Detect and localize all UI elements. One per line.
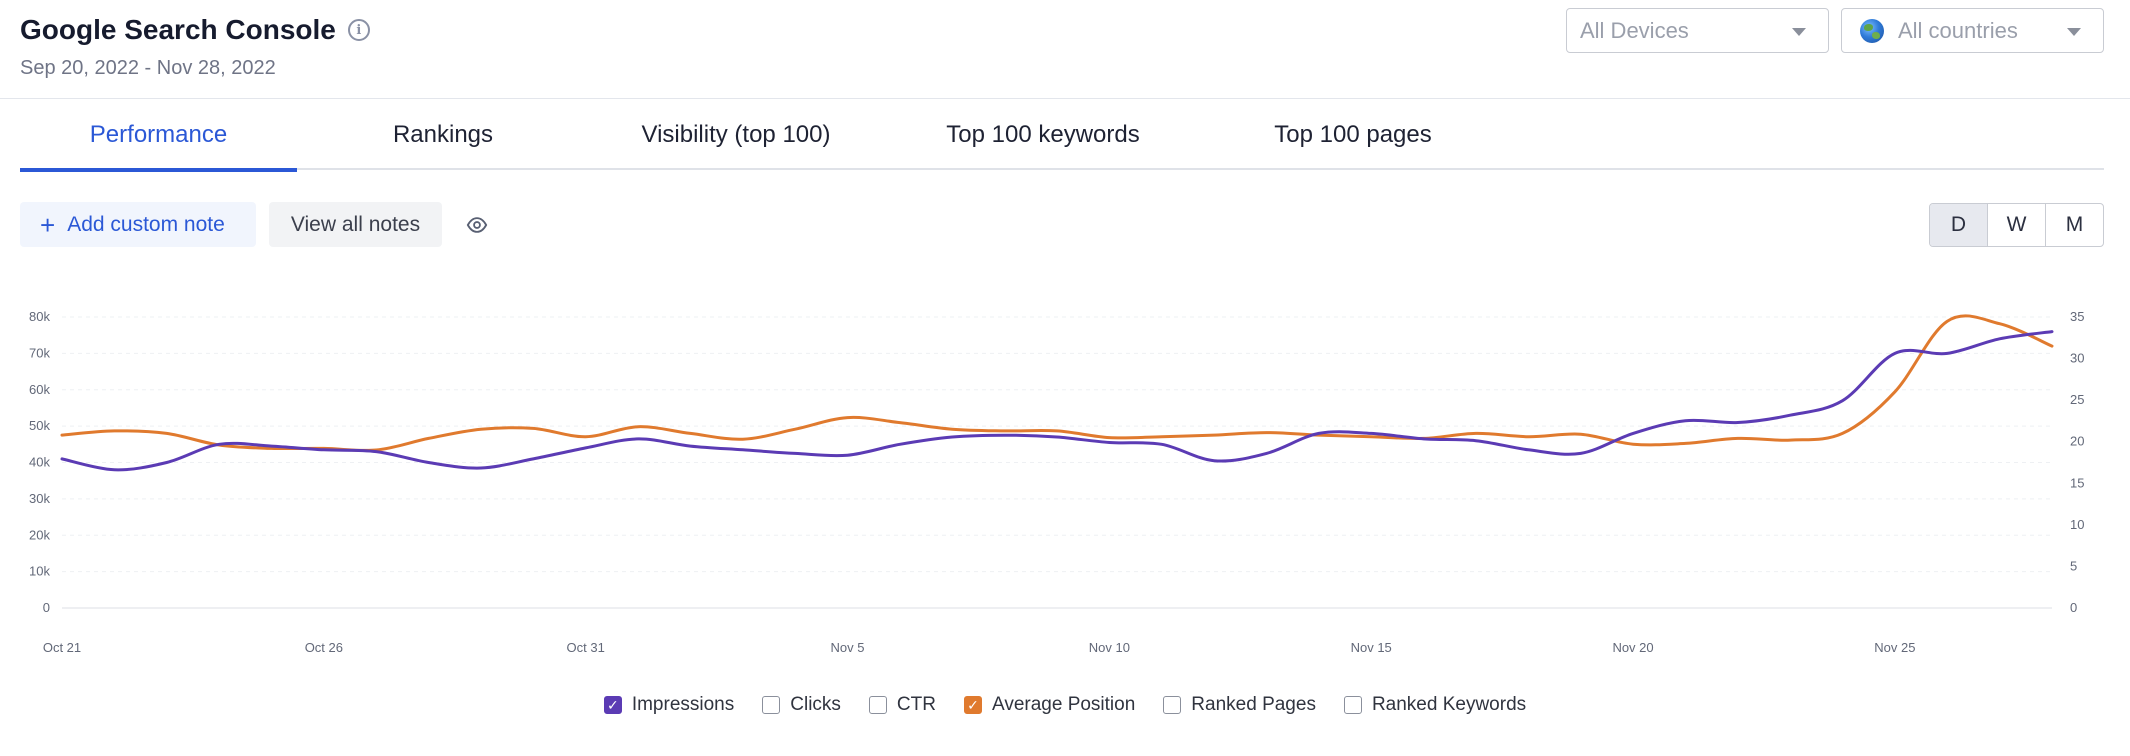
series-line-impressions <box>60 330 2054 472</box>
y-axis-right: 0 5 10 15 20 25 30 35 <box>2070 309 2084 615</box>
performance-chart: 0 10k 20k 30k 40k 50k 60k 70k 80k 0 5 10 15 20 25 30 35… <box>29 309 2084 655</box>
y-left-tick-label: 40k <box>29 455 50 470</box>
x-tick-label: Nov 20 <box>1612 640 1653 655</box>
tab-performance[interactable]: Performance <box>20 100 297 172</box>
plus-icon: + <box>40 209 56 240</box>
checkbox-icon <box>762 696 781 714</box>
country-select[interactable]: All countries <box>1841 8 2104 53</box>
y-left-tick-label: 10k <box>29 564 50 579</box>
chart-legend: ✓ Impressions Clicks CTR ✓ Average Posit… <box>0 690 2130 720</box>
y-left-tick-label: 30k <box>29 491 50 506</box>
legend-impressions[interactable]: ✓ Impressions <box>603 694 735 716</box>
date-range: Sep 20, 2022 - Nov 28, 2022 <box>20 57 276 79</box>
y-right-tick-label: 35 <box>2070 309 2084 324</box>
legend-clicks-label: Clicks <box>790 694 841 715</box>
legend-ranked-pages-label: Ranked Pages <box>1191 694 1316 715</box>
granularity-toggle: D W M <box>1929 203 2104 247</box>
tab-top-keywords[interactable]: Top 100 keywords <box>946 121 1140 148</box>
x-tick-label: Oct 26 <box>305 640 343 655</box>
chevron-down-icon <box>1792 28 1806 36</box>
eye-icon[interactable] <box>466 214 488 236</box>
y-right-tick-label: 5 <box>2070 558 2077 573</box>
y-right-tick-label: 0 <box>2070 600 2077 615</box>
legend-ranked-pages[interactable]: Ranked Pages <box>1163 694 1316 716</box>
tab-bar: Performance Rankings Visibility (top 100… <box>20 100 2104 172</box>
y-left-tick-label: 70k <box>29 345 50 360</box>
tab-rankings[interactable]: Rankings <box>392 121 494 148</box>
y-left-tick-label: 80k <box>29 309 50 324</box>
view-all-notes-button[interactable]: View all notes <box>269 202 442 247</box>
add-custom-note-button[interactable]: + Add custom note <box>20 202 256 247</box>
legend-impressions-label: Impressions <box>631 694 735 715</box>
checkbox-icon <box>1163 696 1182 714</box>
country-select-value: All countries <box>1898 17 2018 43</box>
legend-ctr[interactable]: CTR <box>868 694 936 716</box>
chart-grid <box>62 316 2052 609</box>
x-tick-label: Nov 10 <box>1089 640 1130 655</box>
x-tick-label: Nov 5 <box>831 640 865 655</box>
page-title-wrap: Google Search Console i <box>20 14 370 46</box>
page-header: Google Search Console i Sep 20, 2022 - N… <box>0 0 2130 99</box>
legend-ranked-keywords[interactable]: Ranked Keywords <box>1343 694 1527 716</box>
y-axis-left: 0 10k 20k 30k 40k 50k 60k 70k 80k <box>29 309 50 615</box>
y-left-tick-label: 0 <box>43 600 50 615</box>
granularity-day[interactable]: D <box>1930 204 1988 246</box>
granularity-week[interactable]: W <box>1988 204 2046 246</box>
tab-top-pages[interactable]: Top 100 pages <box>1274 121 1432 148</box>
x-tick-label: Oct 21 <box>43 640 81 655</box>
granularity-month[interactable]: M <box>2065 213 2084 236</box>
legend-clicks[interactable]: Clicks <box>762 694 841 716</box>
legend-average-position[interactable]: ✓ Average Position <box>963 694 1136 716</box>
globe-icon <box>1860 18 1884 43</box>
legend-ctr-label: CTR <box>896 694 936 715</box>
legend-ranked-keywords-label: Ranked Keywords <box>1371 694 1527 715</box>
x-tick-label: Oct 31 <box>567 640 605 655</box>
y-right-tick-label: 10 <box>2070 517 2084 532</box>
tab-visibility[interactable]: Visibility (top 100) <box>641 121 831 148</box>
device-select-value: All Devices <box>1580 17 1689 43</box>
checkbox-checked-icon: ✓ <box>603 696 622 714</box>
x-axis: Oct 21 Oct 26 Oct 31 Nov 5 Nov 10 Nov 15 Nov 2… <box>43 640 1916 655</box>
add-custom-note-label: Add custom note <box>67 212 225 236</box>
x-tick-label: Nov 15 <box>1351 640 1392 655</box>
device-select[interactable]: All Devices <box>1566 8 1829 53</box>
y-right-tick-label: 15 <box>2070 475 2084 490</box>
legend-average-position-label: Average Position <box>991 694 1136 715</box>
page-title: Google Search Console <box>20 14 336 45</box>
y-left-tick-label: 20k <box>29 527 50 542</box>
checkbox-icon <box>1343 696 1362 714</box>
x-tick-label: Nov 25 <box>1874 640 1915 655</box>
info-icon[interactable]: i <box>347 19 370 41</box>
y-left-tick-label: 50k <box>29 418 50 433</box>
y-right-tick-label: 20 <box>2070 434 2084 449</box>
checkbox-icon <box>868 696 887 714</box>
y-right-tick-label: 25 <box>2070 392 2084 407</box>
chevron-down-icon <box>2067 28 2081 36</box>
chart-lines <box>60 314 2054 472</box>
checkbox-checked-icon: ✓ <box>963 696 982 714</box>
y-right-tick-label: 30 <box>2070 351 2084 366</box>
series-line-average-position <box>60 314 2054 452</box>
y-left-tick-label: 60k <box>29 382 50 397</box>
